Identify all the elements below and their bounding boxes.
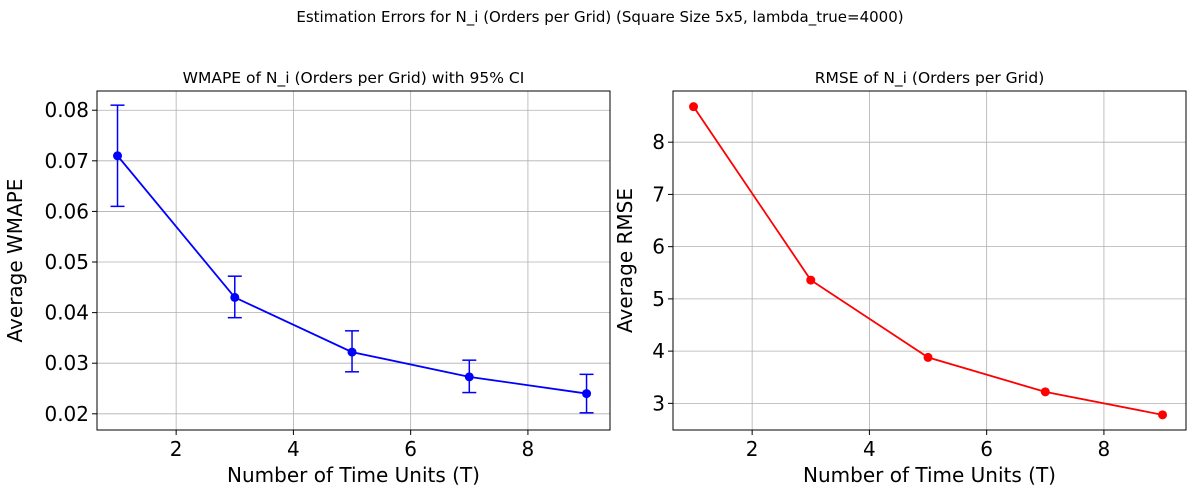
- x-tick-label: 8: [1098, 437, 1111, 461]
- chart-title: WMAPE of N_i (Orders per Grid) with 95% …: [183, 69, 525, 88]
- axes-frame: [96, 90, 611, 431]
- y-tick-label: 3: [652, 391, 665, 415]
- y-tick-label: 0.05: [44, 250, 89, 274]
- x-tick-label: 4: [863, 437, 876, 461]
- data-point: [1040, 387, 1050, 397]
- y-tick-label: 0.08: [44, 98, 89, 122]
- x-tick-label: 4: [287, 437, 300, 461]
- y-tick-label: 5: [652, 287, 665, 311]
- data-point: [1158, 410, 1168, 420]
- data-point: [806, 275, 816, 285]
- data-point: [689, 102, 699, 112]
- y-tick-label: 0.04: [44, 301, 89, 325]
- series-line: [692, 106, 1163, 416]
- data-point: [113, 151, 123, 161]
- x-tick-label: 6: [404, 437, 417, 461]
- chart-panel-2: 2 4 6 8 3 4 5 6 7 8 RMSE of N_i (Orders per Grid) N…: [613, 69, 1187, 487]
- data-point: [230, 292, 240, 302]
- y-axis-label: Average RMSE: [613, 188, 637, 333]
- data-point: [923, 352, 933, 362]
- x-tick-label: 2: [746, 437, 759, 461]
- x-axis-label: Number of Time Units (T): [803, 463, 1056, 487]
- x-tick-label: 2: [170, 437, 183, 461]
- y-tick-label: 4: [652, 339, 665, 363]
- figure-suptitle: Estimation Errors for N_i (Orders per Gr…: [296, 8, 904, 26]
- chart-title: RMSE of N_i (Orders per Grid): [815, 69, 1045, 88]
- x-tick-label: 6: [980, 437, 993, 461]
- x-tick-label: 8: [522, 437, 535, 461]
- axes-frame: [672, 90, 1187, 431]
- data-point: [464, 372, 474, 382]
- y-tick-label: 8: [652, 130, 665, 154]
- data-point: [347, 347, 357, 357]
- y-tick-label: 0.03: [44, 351, 89, 375]
- chart-panel-1: 2 4 6 8 0.02 0.03 0.04 0.05 0.06 0.07 0.08 WMAPE of…: [3, 69, 611, 487]
- data-point: [582, 389, 592, 399]
- y-tick-label: 0.02: [44, 402, 89, 426]
- y-tick-label: 6: [652, 235, 665, 259]
- y-tick-label: 7: [652, 182, 665, 206]
- y-tick-label: 0.06: [44, 199, 89, 223]
- y-tick-label: 0.07: [44, 149, 89, 173]
- x-axis-label: Number of Time Units (T): [227, 463, 480, 487]
- y-axis-label: Average WMAPE: [3, 179, 27, 343]
